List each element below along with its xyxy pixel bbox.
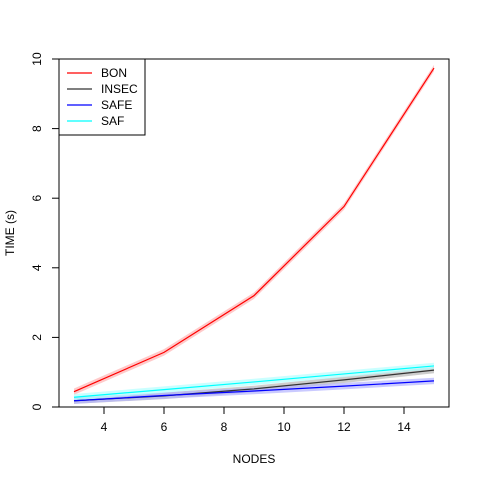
x-tick-label: 8	[221, 420, 228, 434]
line-bon	[73, 67, 435, 393]
x-axis: 4 6 8 10 12 14	[101, 406, 411, 434]
y-tick-label: 8	[30, 125, 44, 132]
legend-label-safe: SAFE	[101, 98, 132, 112]
x-tick-label: 12	[337, 420, 351, 434]
legend-label-saf: SAF	[101, 114, 124, 128]
legend-box	[58, 58, 146, 136]
y-tick-label: 10	[30, 52, 44, 66]
x-tick-label: 10	[277, 420, 291, 434]
y-tick-label: 0	[30, 403, 44, 410]
x-tick-label: 14	[397, 420, 411, 434]
y-tick-label: 4	[30, 264, 44, 271]
legend-label-insec: INSEC	[101, 82, 138, 96]
y-axis-label: TIME (s)	[3, 210, 17, 256]
line-safe	[73, 380, 435, 402]
y-tick-label: 2	[30, 334, 44, 341]
line-saf	[73, 365, 435, 398]
legend-label-bon: BON	[101, 66, 127, 80]
y-tick-label: 6	[30, 195, 44, 202]
x-tick-label: 6	[161, 420, 168, 434]
x-axis-label: NODES	[233, 452, 276, 466]
x-tick-label: 4	[101, 420, 108, 434]
legend: BON INSEC SAFE SAF	[58, 58, 146, 136]
series-lines	[73, 67, 435, 402]
